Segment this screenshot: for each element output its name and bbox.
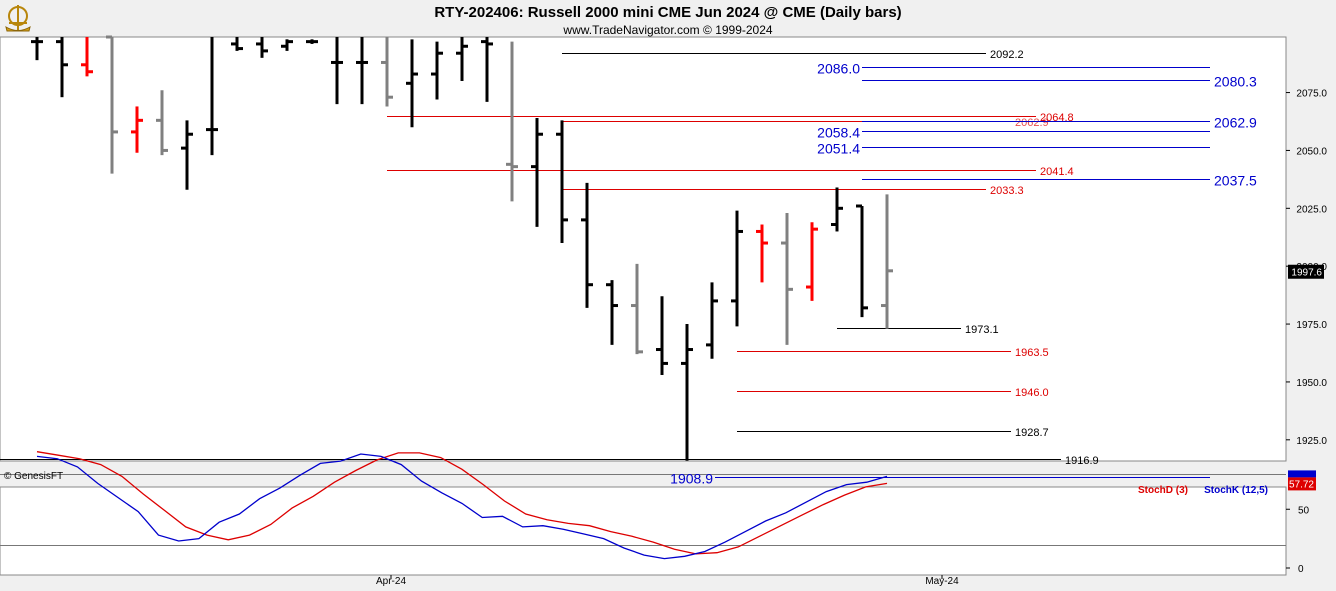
price-tick-label: 1975.0 xyxy=(1296,320,1327,331)
stochastic-guide-lines xyxy=(0,474,1286,546)
time-tick-label: May-24 xyxy=(925,576,959,587)
level-label: 2037.5 xyxy=(1214,173,1257,189)
price-tick-label: 1950.0 xyxy=(1296,378,1327,389)
level-label: 2041.4 xyxy=(1040,166,1074,178)
level-label: 1973.1 xyxy=(965,324,999,336)
stochastic-lines xyxy=(36,451,888,560)
stoch-k-badge xyxy=(1288,470,1316,478)
ohlc-bars xyxy=(31,35,893,461)
stoch-tick-label: 50 xyxy=(1298,505,1310,516)
level-label: 2051.4 xyxy=(817,141,860,157)
level-label: 2080.3 xyxy=(1214,74,1257,90)
last-price-badge xyxy=(1288,264,1324,279)
level-label: 2033.3 xyxy=(990,185,1024,197)
level-label: 2086.0 xyxy=(817,61,860,77)
stoch-d-badge xyxy=(1288,477,1316,491)
trade-navigator-logo-icon xyxy=(5,5,31,32)
level-label: 1916.9 xyxy=(1065,455,1099,467)
level-label: 2062.9 xyxy=(1015,117,1049,129)
copyright-label: © GenesisFT xyxy=(4,471,63,482)
level-label: 1928.7 xyxy=(1015,427,1049,439)
level-label: 1963.5 xyxy=(1015,347,1049,359)
level-label: 1946.0 xyxy=(1015,387,1049,399)
level-label: 1908.9 xyxy=(670,471,713,487)
price-tick-label: 1925.0 xyxy=(1296,436,1327,447)
price-tick-label: 2025.0 xyxy=(1296,204,1327,215)
price-plot-area xyxy=(0,36,1287,462)
price-tick-label: 2075.0 xyxy=(1296,89,1327,100)
level-label: 2092.2 xyxy=(990,49,1024,61)
axes: 2075.02050.02025.02000.01975.01950.01925… xyxy=(376,89,1327,587)
stoch-d-value: 57.72 xyxy=(1289,479,1314,490)
stoch-d-line xyxy=(36,451,888,555)
stoch-d-legend: StochD (3) xyxy=(1138,485,1188,496)
level-label: 2058.4 xyxy=(817,125,860,141)
time-tick-label: Apr-24 xyxy=(376,576,406,587)
stoch-tick-label: 0 xyxy=(1298,564,1304,575)
stoch-k-legend: StochK (12,5) xyxy=(1204,485,1268,496)
chart-subtitle: www.TradeNavigator.com © 1999-2024 xyxy=(562,23,772,37)
stoch-k-line xyxy=(36,453,888,560)
chart-title: RTY-202406: Russell 2000 mini CME Jun 20… xyxy=(434,4,901,21)
stochastic-plot-area xyxy=(0,486,1287,576)
last-price-label: 1997.6 xyxy=(1291,268,1322,279)
price-tick-label: 2050.0 xyxy=(1296,146,1327,157)
level-label: 2062.9 xyxy=(1214,115,1257,131)
